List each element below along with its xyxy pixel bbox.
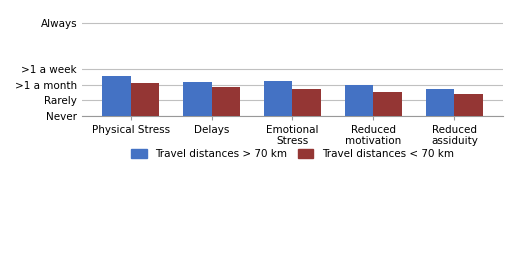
Legend: Travel distances > 70 km, Travel distances < 70 km: Travel distances > 70 km, Travel distanc… xyxy=(127,145,458,163)
Bar xyxy=(454,94,483,116)
Bar xyxy=(183,82,211,116)
Bar xyxy=(293,89,321,116)
Bar xyxy=(211,87,240,116)
Bar xyxy=(373,92,402,116)
Bar xyxy=(426,89,454,116)
Bar xyxy=(345,85,373,116)
Bar xyxy=(102,76,131,116)
Bar xyxy=(131,83,159,116)
Bar xyxy=(264,81,293,116)
